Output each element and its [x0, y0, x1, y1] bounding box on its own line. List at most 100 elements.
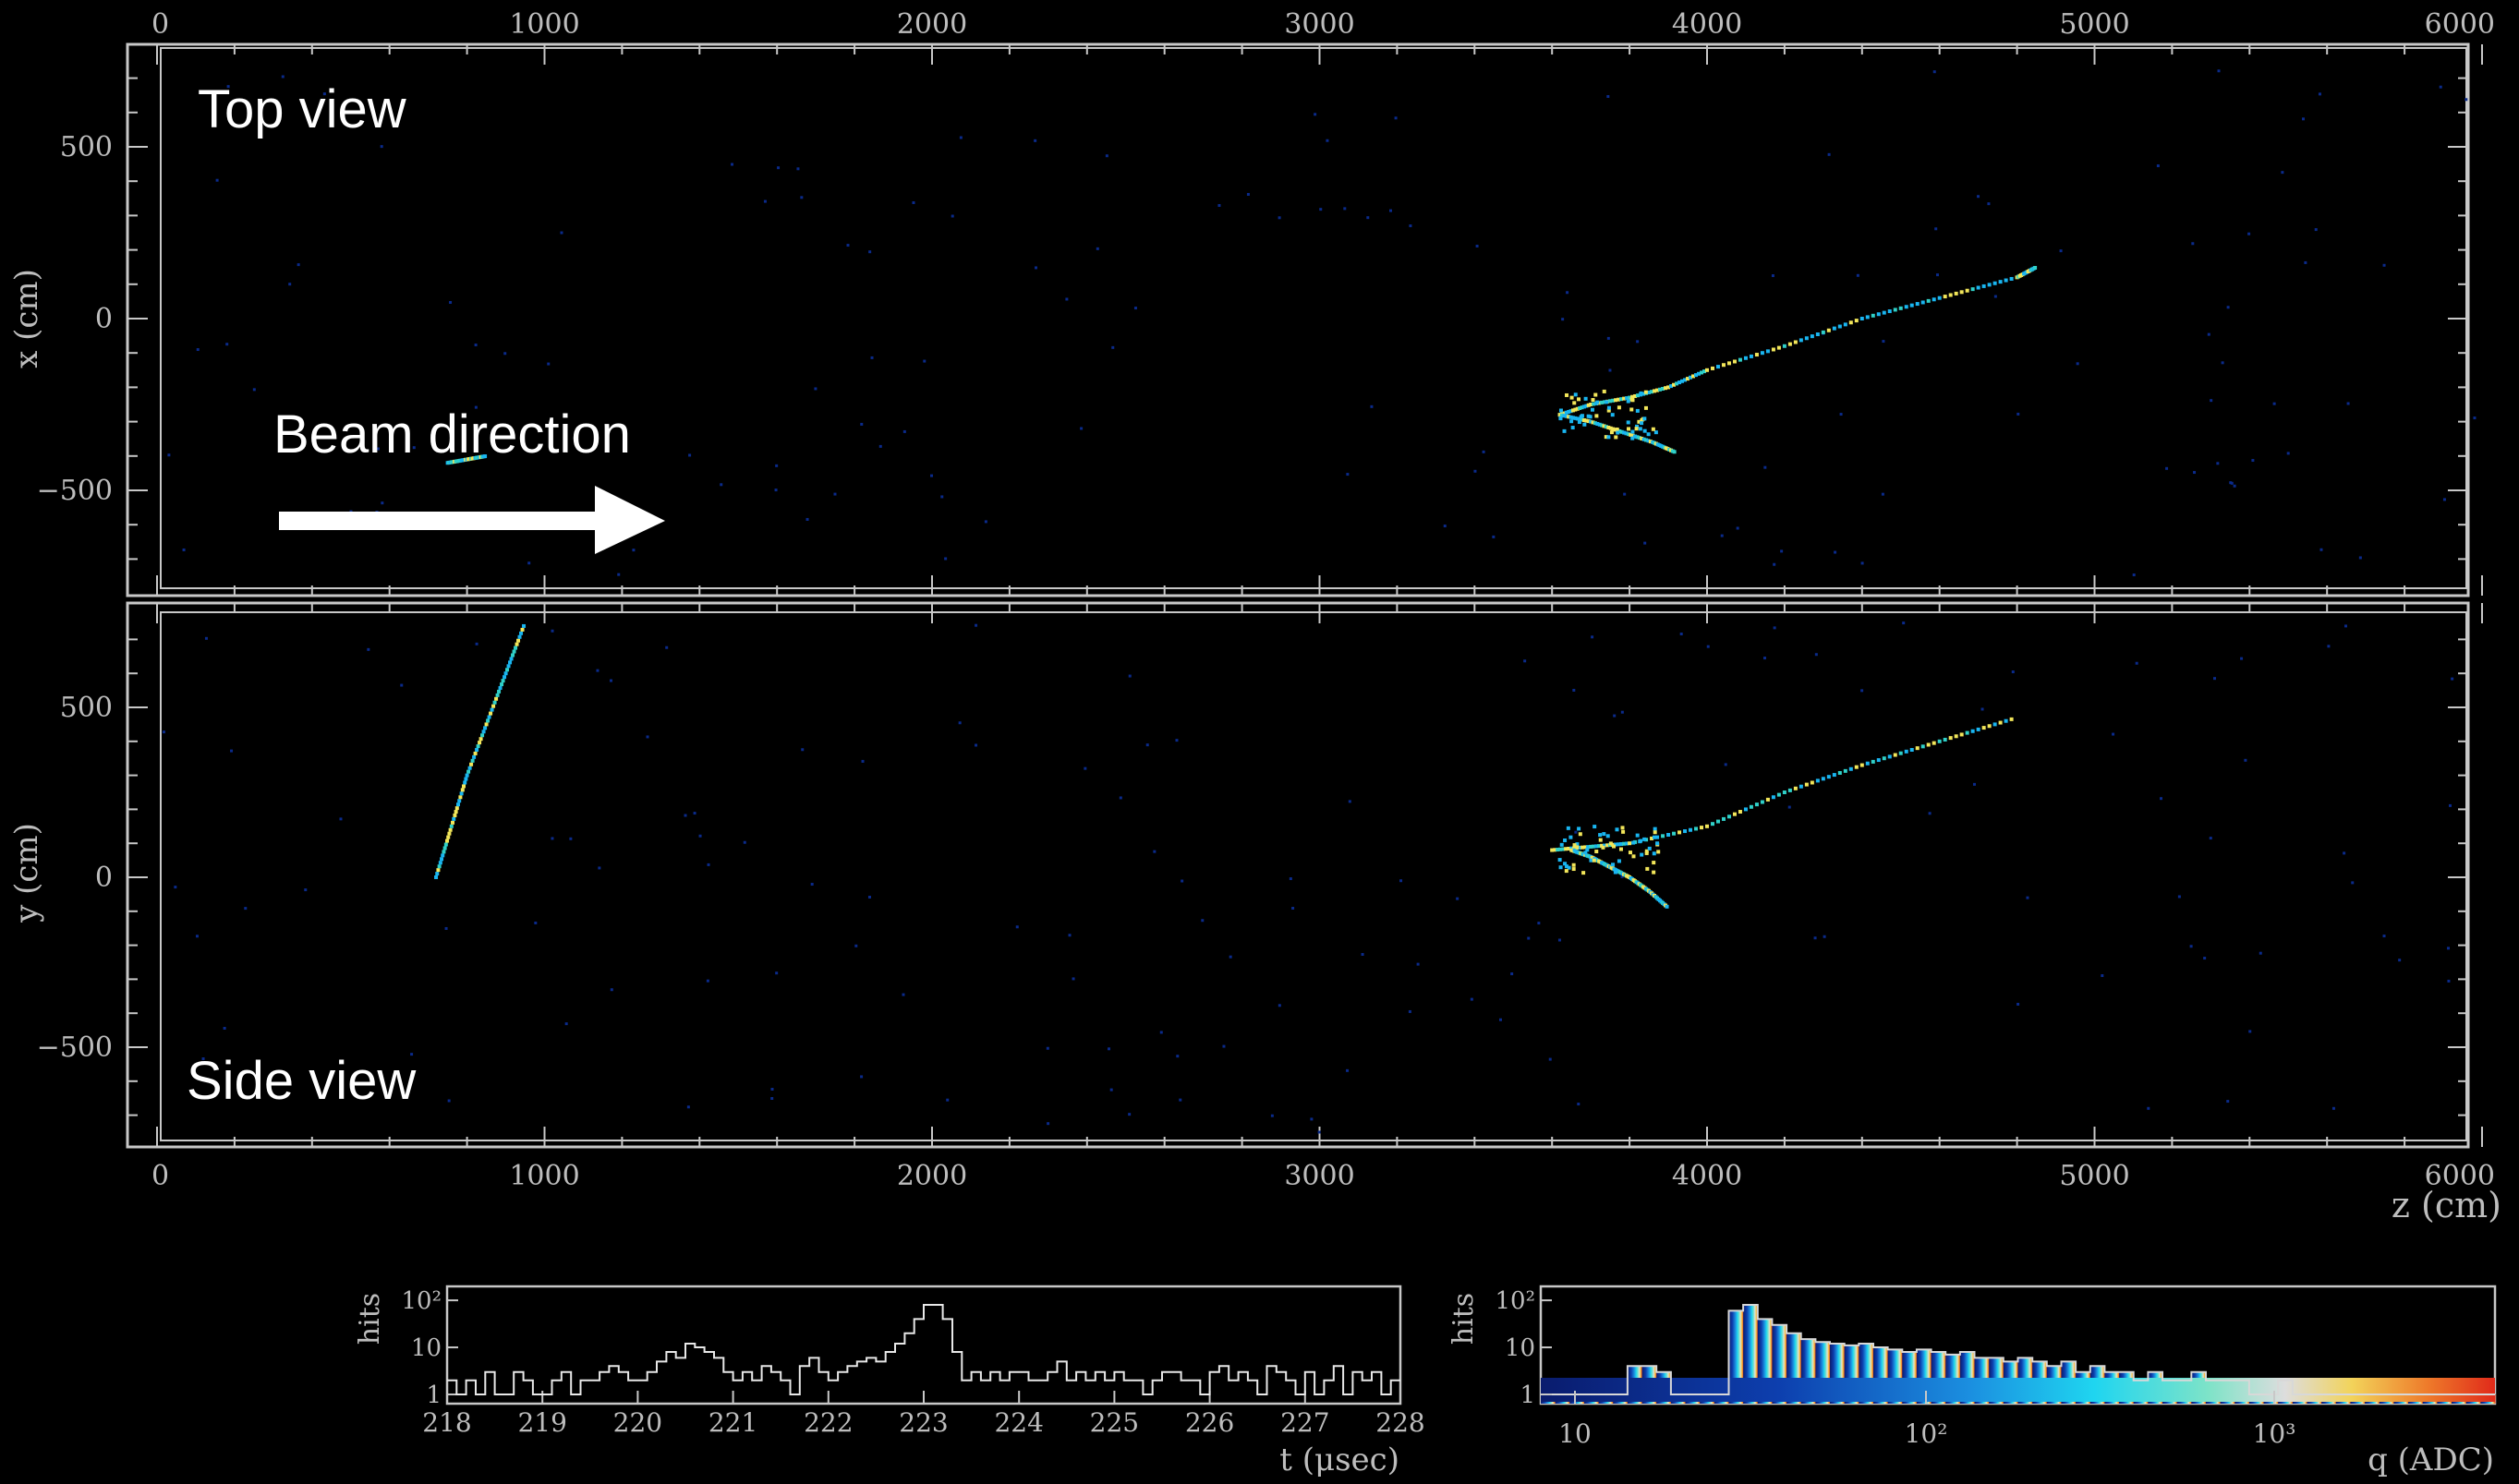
x-tick-label: 1000 — [509, 8, 579, 41]
hit-mark — [1860, 561, 1864, 565]
hit-mark — [1408, 1009, 1411, 1013]
hit-mark — [498, 685, 503, 690]
hit-mark — [456, 802, 461, 807]
hit-mark — [1661, 386, 1665, 391]
hit-mark — [534, 921, 538, 924]
hit-mark — [1572, 401, 1577, 405]
hit-mark — [1655, 841, 1660, 846]
hit-mark — [2343, 624, 2347, 628]
hit-mark — [434, 875, 439, 879]
hit-mark — [1664, 386, 1668, 391]
hit-mark — [1865, 315, 1870, 320]
hit-mark — [1972, 782, 1976, 786]
hit-mark — [912, 200, 915, 204]
hit-mark — [2304, 260, 2307, 264]
hit-mark — [1677, 380, 1682, 385]
hit-mark — [1084, 766, 1087, 770]
hit-mark — [1876, 758, 1881, 763]
hit-mark — [1655, 388, 1660, 392]
hit-mark — [2189, 945, 2193, 948]
hit-mark — [2351, 881, 2355, 885]
hit-mark — [1710, 366, 1714, 370]
beam-direction-arrow-icon — [279, 486, 665, 554]
hit-mark — [958, 721, 962, 725]
hit-mark — [1771, 347, 1775, 352]
charge-color-scale — [1541, 1378, 2495, 1402]
hit-mark — [1593, 421, 1597, 426]
hit-mark — [1732, 812, 1737, 816]
x-tick-label: 2000 — [897, 1160, 967, 1192]
hit-mark — [1691, 374, 1696, 379]
hit-mark — [500, 682, 504, 687]
hit-mark — [1594, 414, 1599, 418]
hit-mark — [1582, 422, 1587, 427]
hit-mark — [1932, 741, 1936, 745]
hit-mark — [2439, 85, 2442, 89]
hit-mark — [1700, 826, 1704, 830]
hit-mark — [1860, 689, 1864, 693]
hit-mark — [1580, 417, 1584, 422]
x-tick-label: 6000 — [2425, 1160, 2495, 1192]
hit-mark — [1559, 842, 1564, 847]
y-tick-label: 10² — [401, 1287, 442, 1315]
hit-mark — [469, 762, 474, 766]
x-tick-label: 5000 — [2059, 1160, 2129, 1192]
hit-mark — [1697, 371, 1702, 376]
hit-mark — [2147, 1106, 2150, 1110]
hit-mark — [1987, 283, 1992, 287]
hit-mark — [2286, 452, 2290, 455]
hit-mark — [1898, 751, 1903, 755]
hit-mark — [1813, 936, 1817, 940]
hit-mark — [492, 700, 497, 705]
hit-mark — [1653, 389, 1657, 393]
x-tick-label: 4000 — [1672, 8, 1742, 41]
hit-mark — [1743, 807, 1748, 812]
hit-mark — [1567, 865, 1571, 870]
hit-mark — [665, 645, 669, 649]
top-view-label: Top view — [198, 79, 407, 139]
hit-mark — [1399, 879, 1403, 883]
x-tick-label: 218 — [422, 1407, 471, 1438]
hit-mark — [1634, 427, 1639, 431]
hit-mark — [1642, 416, 1647, 421]
hit-mark — [1648, 440, 1653, 444]
hit-mark — [1578, 832, 1582, 837]
hit-mark — [244, 907, 248, 911]
hit-mark — [1128, 1113, 1132, 1116]
hit-mark — [1821, 330, 1825, 334]
hit-mark — [2216, 462, 2220, 465]
hit-mark — [1065, 297, 1069, 301]
hit-mark — [693, 812, 696, 815]
top-view-hits — [167, 69, 2477, 577]
hit-mark — [1068, 934, 1072, 937]
hit-mark — [435, 872, 440, 876]
hit-mark — [1638, 427, 1642, 431]
hit-mark — [443, 842, 448, 847]
hit-mark — [1630, 436, 1635, 440]
hit-mark — [959, 136, 963, 139]
hit-mark — [1630, 433, 1635, 438]
hit-mark — [777, 166, 781, 170]
hit-mark — [2465, 98, 2468, 102]
hit-mark — [1562, 411, 1567, 416]
hit-mark — [1611, 398, 1616, 403]
hit-mark — [1882, 756, 1886, 761]
hit-mark — [1492, 535, 1496, 538]
hit-mark — [1932, 297, 1936, 302]
hit-mark — [459, 791, 464, 796]
x-tick-label: 2000 — [897, 8, 967, 41]
hit-mark — [1631, 840, 1636, 845]
hit-mark — [204, 636, 208, 640]
hit-mark — [367, 647, 370, 651]
hit-mark — [1920, 744, 1925, 749]
hit-mark — [2193, 471, 2197, 475]
hit-mark — [483, 726, 488, 730]
hit-mark — [230, 749, 234, 753]
hit-mark — [304, 888, 308, 892]
hit-mark — [2327, 645, 2331, 648]
hit-mark — [1943, 295, 1947, 299]
hit-mark — [1625, 396, 1629, 401]
hit-mark — [1661, 834, 1665, 839]
hit-mark — [1556, 848, 1560, 852]
hit-mark — [527, 561, 531, 565]
